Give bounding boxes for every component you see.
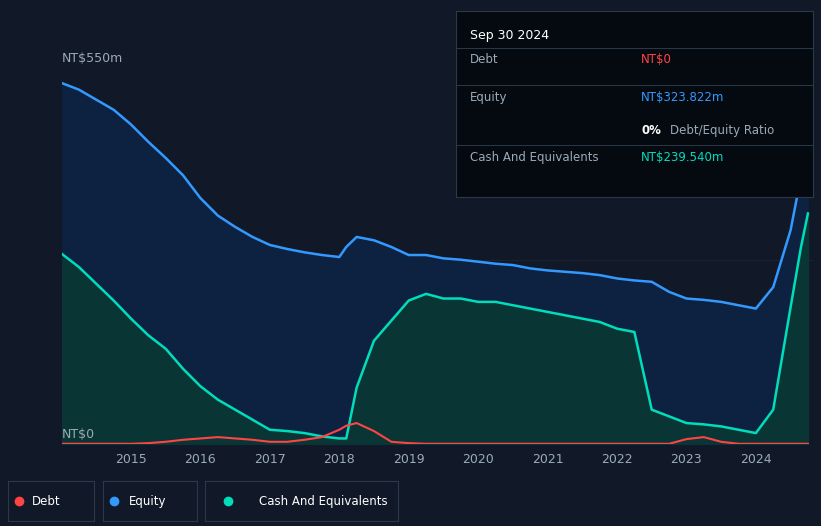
Text: Cash And Equivalents: Cash And Equivalents [470, 150, 599, 164]
Text: NT$0: NT$0 [62, 428, 94, 441]
Text: Equity: Equity [129, 494, 167, 508]
Text: NT$323.822m: NT$323.822m [641, 91, 725, 104]
Text: NT$0: NT$0 [641, 54, 672, 66]
Text: Equity: Equity [470, 91, 507, 104]
Text: NT$239.540m: NT$239.540m [641, 150, 725, 164]
Text: Debt: Debt [470, 54, 498, 66]
Text: 0%: 0% [641, 125, 661, 137]
Text: Debt/Equity Ratio: Debt/Equity Ratio [670, 125, 774, 137]
Text: Debt: Debt [32, 494, 61, 508]
Text: Sep 30 2024: Sep 30 2024 [470, 29, 549, 42]
Text: NT$550m: NT$550m [62, 52, 123, 65]
Text: Cash And Equivalents: Cash And Equivalents [259, 494, 388, 508]
